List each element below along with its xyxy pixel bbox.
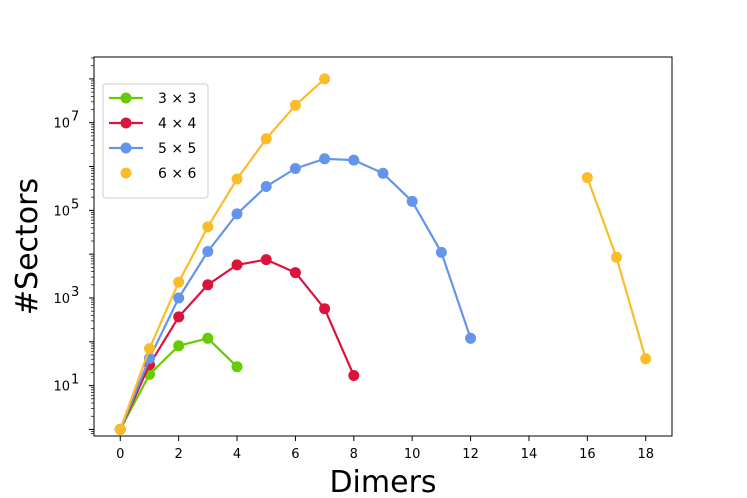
legend-label: 4 × 4 [158, 116, 197, 132]
legend-marker [120, 167, 132, 179]
x-tick-label: 0 [116, 447, 124, 462]
series-3-point-8 [319, 153, 331, 165]
y-tick-exponent: 5 [71, 197, 79, 212]
series-4-point-4 [202, 221, 214, 233]
x-tick-label: 12 [462, 447, 479, 462]
series-2-point-8 [319, 303, 331, 315]
series-2-point-9 [348, 370, 360, 381]
legend-marker [120, 92, 132, 104]
legend-label: 5 × 5 [158, 141, 196, 157]
legend: 3 × 3 4 × 4 5 × 5 6 × 6 [102, 83, 209, 199]
series-3-point-12 [435, 246, 447, 258]
series-3 [114, 153, 477, 435]
x-tick-label: 18 [637, 447, 654, 462]
x-tick-label: 6 [291, 447, 299, 462]
legend-label: 6 × 6 [158, 166, 197, 182]
x-tick-label: 4 [233, 447, 241, 462]
series-3-point-11 [406, 195, 418, 207]
series-4-point-1 [114, 423, 126, 435]
y-tick-label: 10 [53, 204, 70, 219]
series-1-point-5 [231, 361, 243, 373]
series-4 [114, 73, 652, 435]
x-tick-label: 14 [521, 447, 538, 462]
series-2-point-6 [260, 254, 272, 266]
series-4-point-9 [581, 172, 593, 184]
series-4-point-5 [231, 173, 243, 185]
y-tick-exponent: 3 [71, 285, 79, 300]
series-3-point-10 [377, 167, 389, 179]
series-3-point-5 [231, 208, 243, 220]
series-4-line-2 [586, 177, 647, 360]
plot-area [114, 73, 652, 435]
series-4-point-7 [289, 99, 301, 111]
legend-entry-2: 4 × 4 [109, 116, 197, 132]
series-2-point-3 [173, 311, 185, 323]
series-3-point-4 [202, 246, 214, 257]
series-2-point-4 [202, 279, 214, 291]
x-axis-label: Dimers [329, 465, 436, 498]
x-tick-label: 2 [175, 447, 183, 462]
y-axis-label: #Sectors [10, 178, 45, 315]
y-tick-label: 10 [53, 117, 70, 132]
plot-frame [93, 56, 673, 437]
series-4-point-2 [144, 343, 155, 355]
series-4-point-10 [611, 251, 622, 263]
series-2-point-5 [231, 259, 243, 271]
legend-entry-3: 5 × 5 [109, 141, 196, 157]
y-tick-label: 10 [53, 380, 70, 395]
series-1-point-4 [202, 332, 214, 344]
series-3-point-7 [289, 163, 301, 174]
x-tick-label: 8 [350, 447, 358, 462]
series-4-point-8 [319, 73, 331, 85]
series-4-point-3 [173, 276, 185, 288]
legend-marker [120, 142, 132, 154]
series-3-point-13 [465, 332, 477, 344]
y-tick-exponent: 7 [71, 110, 79, 125]
series-3-point-3 [173, 292, 185, 304]
legend-label: 3 × 3 [158, 91, 196, 107]
series-3-point-6 [260, 181, 272, 192]
x-tick-label: 10 [404, 447, 421, 462]
legend-marker [120, 117, 132, 129]
series-1 [114, 332, 243, 435]
series-3-point-9 [348, 154, 360, 166]
y-tick-exponent: 1 [71, 373, 79, 388]
series-4-point-11 [640, 353, 652, 365]
series-1-point-3 [173, 340, 185, 352]
y-tick-label: 10 [53, 292, 70, 307]
legend-entry-4: 6 × 6 [120, 166, 197, 182]
series-4-line-1 [119, 78, 326, 430]
legend-entry-1: 3 × 3 [109, 91, 196, 107]
series-2-point-7 [289, 267, 301, 279]
x-tick-label: 16 [579, 447, 596, 462]
series-4-point-6 [260, 133, 272, 145]
